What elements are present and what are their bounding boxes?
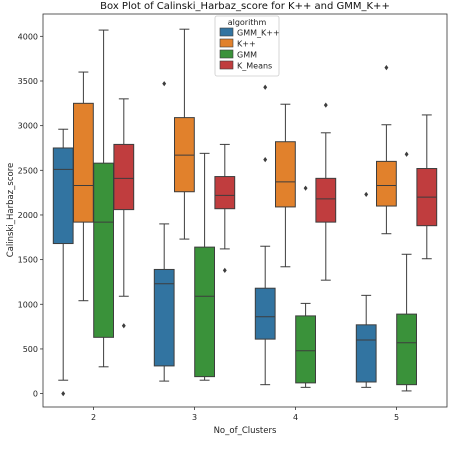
legend-label: GMM bbox=[237, 51, 257, 60]
y-tick-label: 2500 bbox=[18, 166, 38, 175]
outlier-point bbox=[121, 323, 126, 329]
y-axis-label: Calinski_Harbaz_score bbox=[6, 163, 16, 257]
box-series bbox=[52, 28, 438, 397]
legend: algorithm GMM_K++ K++ GMM K_Means bbox=[214, 15, 280, 77]
box-iqr bbox=[73, 102, 94, 223]
series-k-means bbox=[113, 98, 438, 329]
y-tick-label: 500 bbox=[23, 345, 38, 354]
x-axis-label: No_of_Clusters bbox=[214, 426, 277, 436]
legend-swatch bbox=[219, 27, 234, 37]
box-iqr bbox=[396, 313, 417, 386]
outlier-point bbox=[303, 185, 308, 191]
x-tick-label: 3 bbox=[192, 413, 197, 422]
x-tick-label: 4 bbox=[293, 413, 298, 422]
box-iqr bbox=[315, 177, 337, 223]
legend-title: algorithm bbox=[228, 18, 267, 27]
box-iqr bbox=[355, 324, 377, 383]
box-iqr bbox=[153, 268, 175, 367]
box-item bbox=[416, 114, 438, 260]
outlier-point bbox=[263, 156, 268, 163]
outlier-point bbox=[263, 84, 268, 90]
box-item bbox=[254, 84, 276, 386]
box-item bbox=[315, 102, 337, 281]
legend-label: GMM_K++ bbox=[237, 29, 280, 38]
x-axis-ticks: 2 3 4 5 bbox=[91, 407, 399, 422]
box-item bbox=[295, 185, 316, 388]
legend-swatch bbox=[219, 60, 234, 70]
x-tick-label: 5 bbox=[394, 413, 399, 422]
box-iqr bbox=[194, 246, 215, 378]
box-item bbox=[214, 143, 236, 273]
series-gmm bbox=[93, 29, 417, 392]
series-gmm-k- bbox=[52, 81, 377, 397]
box-item bbox=[174, 28, 195, 240]
box-iqr bbox=[376, 160, 397, 207]
box-item bbox=[153, 81, 175, 382]
y-axis-ticks: 0 500 1000 1500 2000 2500 3000 3500 4000 bbox=[18, 32, 43, 399]
legend-swatch bbox=[219, 49, 234, 59]
outlier-point bbox=[404, 151, 409, 157]
box-iqr bbox=[295, 315, 316, 384]
box-iqr bbox=[113, 143, 135, 211]
outlier-point bbox=[61, 391, 66, 397]
outlier-point bbox=[162, 81, 167, 87]
legend-swatch bbox=[219, 38, 234, 48]
box-item bbox=[275, 103, 296, 268]
legend-items: GMM_K++ K++ GMM K_Means bbox=[219, 27, 280, 71]
y-tick-label: 0 bbox=[33, 390, 38, 399]
y-tick-label: 1000 bbox=[18, 300, 38, 309]
chart-title: Box Plot of Calinski_Harbaz_score for K+… bbox=[100, 1, 390, 12]
box-item bbox=[93, 29, 114, 368]
box-iqr bbox=[93, 162, 114, 338]
box-iqr bbox=[254, 287, 276, 340]
box-iqr bbox=[52, 147, 74, 245]
outlier-point bbox=[222, 267, 227, 273]
box-item bbox=[396, 151, 417, 392]
y-tick-label: 4000 bbox=[18, 32, 38, 41]
y-tick-label: 1500 bbox=[18, 256, 38, 265]
box-iqr bbox=[275, 141, 296, 208]
series-k- bbox=[73, 28, 397, 302]
outlier-point bbox=[323, 102, 328, 108]
legend-label: K_Means bbox=[237, 62, 272, 71]
outlier-point bbox=[384, 64, 389, 71]
x-tick-label: 2 bbox=[91, 413, 96, 422]
y-tick-label: 3000 bbox=[18, 122, 38, 131]
y-tick-label: 2000 bbox=[18, 211, 38, 220]
plot-area bbox=[42, 13, 448, 408]
box-item bbox=[52, 128, 74, 397]
y-tick-label: 3500 bbox=[18, 77, 38, 86]
box-iqr bbox=[214, 176, 236, 210]
legend-label: K++ bbox=[237, 40, 256, 49]
outlier-point bbox=[364, 191, 369, 198]
box-item bbox=[113, 98, 135, 329]
box-item bbox=[194, 152, 215, 381]
box-item bbox=[376, 64, 397, 235]
box-item bbox=[355, 191, 377, 388]
box-item bbox=[73, 71, 94, 302]
